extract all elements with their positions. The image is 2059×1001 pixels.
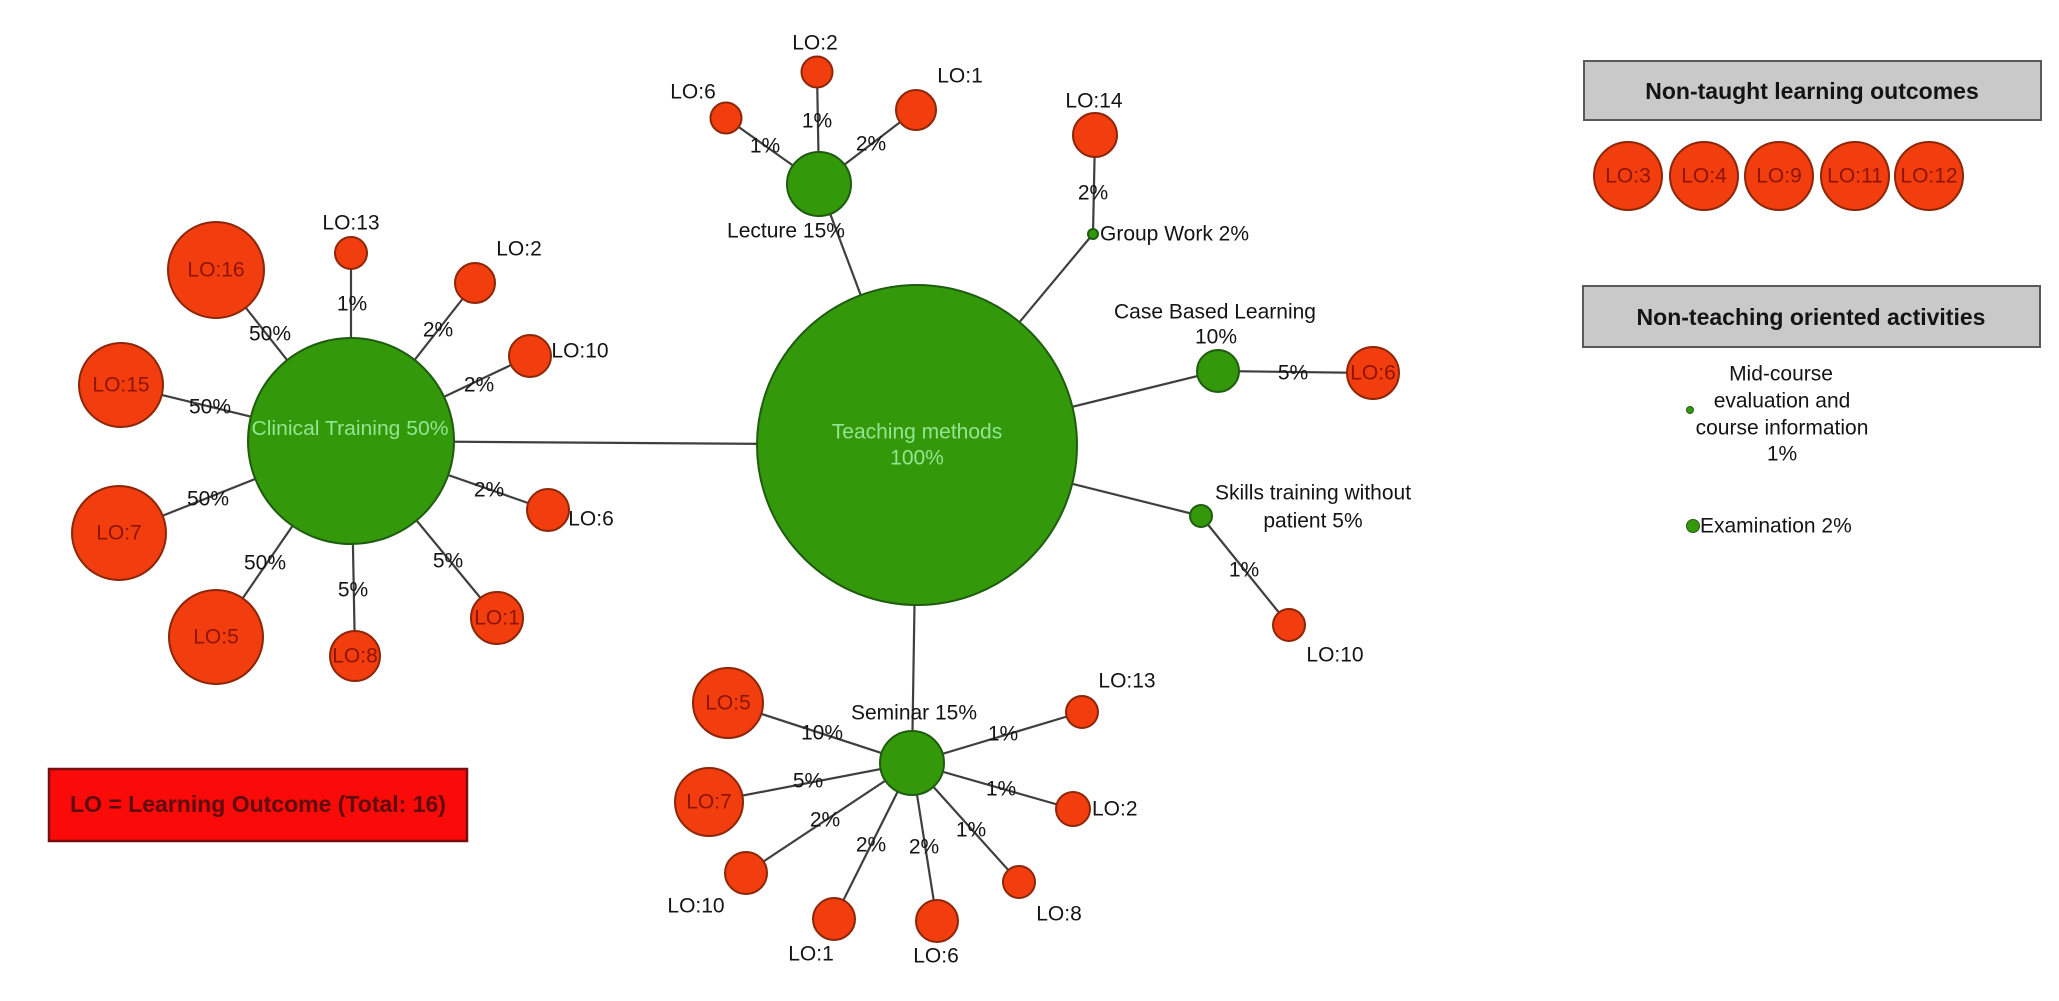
svg-text:2%: 2% xyxy=(856,133,886,156)
svg-text:LO:14: LO:14 xyxy=(1065,90,1123,113)
svg-text:LO:6: LO:6 xyxy=(913,945,959,968)
svg-text:LO:6: LO:6 xyxy=(568,508,614,531)
svg-text:5%: 5% xyxy=(338,579,368,602)
svg-text:Non-teaching oriented activiti: Non-teaching oriented activities xyxy=(1637,304,1986,330)
svg-text:5%: 5% xyxy=(1278,362,1308,385)
svg-text:LO:6: LO:6 xyxy=(670,81,716,104)
svg-text:LO:4: LO:4 xyxy=(1681,165,1727,188)
svg-text:LO = Learning Outcome (Total:: LO = Learning Outcome (Total: 16) xyxy=(70,791,446,817)
svg-text:LO:1: LO:1 xyxy=(937,65,983,88)
svg-text:LO:2: LO:2 xyxy=(496,238,542,261)
svg-text:LO:1: LO:1 xyxy=(788,943,834,966)
svg-text:LO:3: LO:3 xyxy=(1605,165,1651,188)
svg-text:1%: 1% xyxy=(750,135,780,158)
svg-text:LO:15: LO:15 xyxy=(92,374,149,397)
svg-text:1%: 1% xyxy=(802,110,832,133)
svg-text:Skills training without: Skills training without xyxy=(1215,482,1411,505)
svg-text:5%: 5% xyxy=(793,770,823,793)
svg-text:2%: 2% xyxy=(474,479,504,502)
svg-text:2%: 2% xyxy=(856,834,886,857)
svg-text:LO:2: LO:2 xyxy=(792,32,838,55)
svg-text:Mid-course: Mid-course xyxy=(1729,363,1833,386)
svg-text:10%: 10% xyxy=(1195,326,1237,349)
svg-text:LO:13: LO:13 xyxy=(1098,670,1155,693)
svg-text:LO:16: LO:16 xyxy=(187,259,244,282)
svg-text:LO:1: LO:1 xyxy=(474,607,520,630)
svg-text:LO:10: LO:10 xyxy=(1306,644,1363,667)
svg-text:1%: 1% xyxy=(956,819,986,842)
svg-text:patient 5%: patient 5% xyxy=(1263,510,1362,533)
svg-text:5%: 5% xyxy=(433,550,463,573)
svg-text:100%: 100% xyxy=(890,447,944,470)
svg-text:LO:10: LO:10 xyxy=(667,895,724,918)
svg-text:Seminar 15%: Seminar 15% xyxy=(851,702,977,725)
svg-text:LO:10: LO:10 xyxy=(551,340,608,363)
svg-text:50%: 50% xyxy=(244,552,286,575)
svg-text:Examination 2%: Examination 2% xyxy=(1700,515,1852,538)
svg-text:1%: 1% xyxy=(337,293,367,316)
svg-text:50%: 50% xyxy=(187,488,229,511)
svg-text:LO:7: LO:7 xyxy=(96,522,142,545)
svg-text:2%: 2% xyxy=(423,319,453,342)
svg-text:10%: 10% xyxy=(801,722,843,745)
svg-text:1%: 1% xyxy=(986,778,1016,801)
svg-text:1%: 1% xyxy=(1229,559,1259,582)
svg-text:LO:5: LO:5 xyxy=(705,692,751,715)
svg-text:evaluation and: evaluation and xyxy=(1714,390,1851,413)
svg-text:LO:7: LO:7 xyxy=(686,791,732,814)
svg-text:Non-taught learning outcomes: Non-taught learning outcomes xyxy=(1645,78,1979,104)
svg-text:2%: 2% xyxy=(810,809,840,832)
svg-text:LO:2: LO:2 xyxy=(1092,798,1138,821)
svg-text:LO:11: LO:11 xyxy=(1827,165,1883,188)
svg-text:2%: 2% xyxy=(1078,182,1108,205)
svg-text:2%: 2% xyxy=(909,836,939,859)
svg-text:50%: 50% xyxy=(189,396,231,419)
svg-text:1%: 1% xyxy=(1767,443,1797,466)
svg-text:Clinical Training 50%: Clinical Training 50% xyxy=(252,418,449,440)
svg-text:course information: course information xyxy=(1696,417,1869,440)
svg-text:LO:12: LO:12 xyxy=(1900,165,1957,188)
svg-text:LO:6: LO:6 xyxy=(1350,362,1396,385)
svg-text:2%: 2% xyxy=(464,374,494,397)
svg-text:Case Based Learning: Case Based Learning xyxy=(1114,301,1316,324)
svg-text:LO:13: LO:13 xyxy=(322,212,379,235)
svg-text:LO:8: LO:8 xyxy=(332,645,378,668)
svg-text:50%: 50% xyxy=(249,323,291,346)
svg-text:Teaching methods: Teaching methods xyxy=(832,421,1002,444)
svg-text:Group Work 2%: Group Work 2% xyxy=(1100,223,1249,246)
svg-text:LO:5: LO:5 xyxy=(193,626,239,649)
svg-text:Lecture 15%: Lecture 15% xyxy=(727,220,845,243)
svg-text:1%: 1% xyxy=(988,723,1018,746)
svg-text:LO:9: LO:9 xyxy=(1756,165,1802,188)
svg-text:LO:8: LO:8 xyxy=(1036,903,1082,926)
